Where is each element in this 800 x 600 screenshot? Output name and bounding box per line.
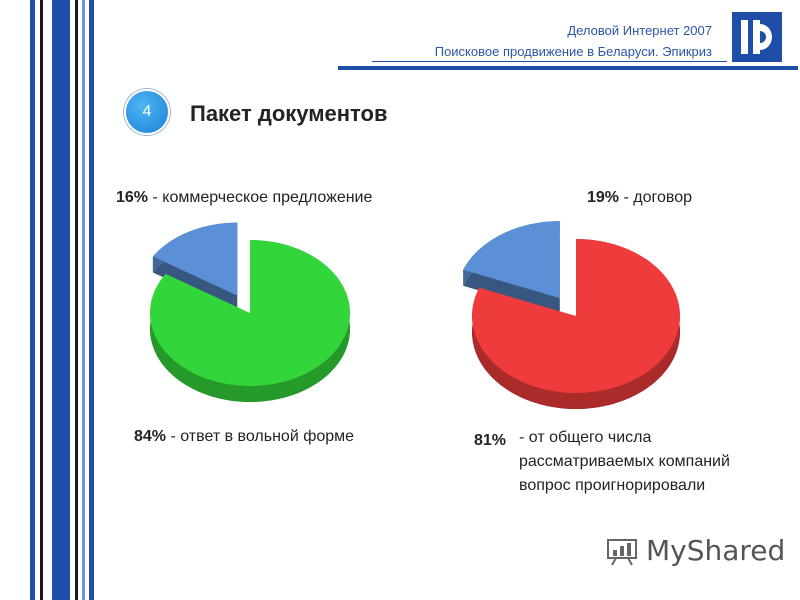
- legend-entry: - договор: [623, 189, 692, 206]
- pie-slice-top: [150, 240, 351, 386]
- data-label: 19%: [587, 189, 620, 206]
- left-top-label: 16% - коммерческое предложение: [116, 189, 372, 207]
- pie-slice: [150, 240, 351, 402]
- pie-slice: [472, 239, 681, 409]
- pie-slice-top: [463, 221, 560, 299]
- watermark-chart-icon: [607, 538, 637, 565]
- left-bottom-label: 84% - ответ в вольной форме: [134, 428, 354, 446]
- decor-stripe: [52, 0, 70, 600]
- slide-number-badge: 4: [124, 89, 170, 135]
- company-logo: [732, 12, 782, 62]
- right-bottom-pct-label: 81%: [474, 432, 506, 450]
- legend-entry: - от общего числа рассматриваемых компан…: [519, 429, 730, 494]
- slide-title: Пакет документов: [190, 101, 388, 126]
- header-divider: [372, 61, 727, 62]
- decor-stripe: [89, 0, 94, 600]
- right-bottom-label: - от общего числа рассматриваемых компан…: [519, 426, 774, 498]
- data-label: 81%: [474, 432, 507, 449]
- data-label: 16%: [116, 189, 149, 206]
- legend-entry: - ответ в вольной форме: [170, 428, 355, 445]
- decor-stripe: [82, 0, 85, 600]
- decor-stripe: [75, 0, 78, 600]
- data-label: 84%: [134, 428, 167, 445]
- right-top-label: 19% - договор: [587, 189, 692, 207]
- header-divider: [338, 66, 798, 70]
- pie-slice: [152, 222, 238, 312]
- header-line-1: Деловой Интернет 2007: [567, 23, 712, 38]
- decor-stripe: [40, 0, 43, 600]
- pie-slice-top: [152, 222, 238, 296]
- decor-stripe: [30, 0, 35, 600]
- logo-icon: [732, 12, 782, 62]
- pie-slice: [463, 221, 560, 315]
- watermark: MyShared: [606, 534, 785, 567]
- pie-slice-top: [472, 239, 681, 393]
- legend-entry: - коммерческое предложение: [152, 189, 373, 206]
- header-line-2: Поисковое продвижение в Беларуси. Эпикри…: [434, 44, 712, 59]
- watermark-text: MyShared: [646, 534, 786, 567]
